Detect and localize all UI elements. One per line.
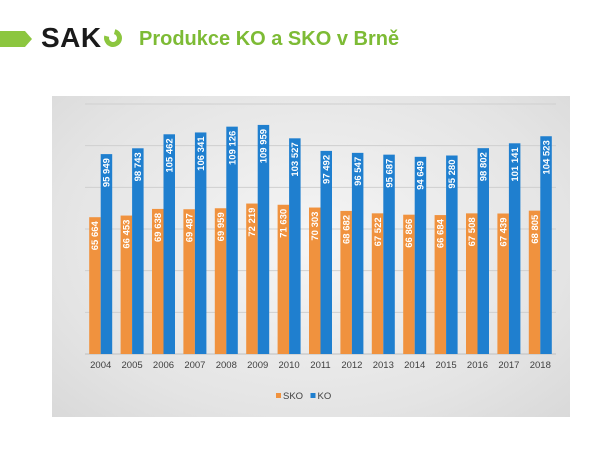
x-tick-label-2017: 2017 [498,360,519,371]
ko-value-label-2009: 109 959 [259,129,270,163]
ko-value-label-2016: 98 802 [479,152,490,181]
x-tick-label-2018: 2018 [530,360,551,371]
sko-bar-2009 [246,203,258,354]
x-tick-label-2006: 2006 [153,360,174,371]
x-tick-label-2010: 2010 [279,360,300,371]
x-tick-label-2007: 2007 [184,360,205,371]
x-tick-label-2012: 2012 [341,360,362,371]
green-arrow-decoration [0,31,32,47]
legend-swatch-ko [310,393,316,398]
ko-bar-2013 [383,154,395,354]
ko-bar-2004 [100,154,113,354]
ko-value-label-2004: 95 949 [102,158,113,187]
x-tick-label-2013: 2013 [373,360,394,371]
legend-label-sko: SKO [283,391,303,402]
sko-bar-2016 [466,213,478,354]
sko-value-label-2010: 71 630 [279,209,290,238]
sako-logo: SAK [41,22,125,53]
sko-bar-2014 [403,214,415,354]
x-axis-tick-labels: 2004 2005 2006 2007 2008 2009 2010 2011 2012 2013… [90,360,551,371]
sko-value-label-2006: 69 638 [153,213,164,242]
x-tick-label-2016: 2016 [467,360,488,371]
bars: 65 664 95 949 66 453 98 743 69 638 105 462 69 … [89,124,552,354]
ko-bar-2007 [194,132,207,354]
ko-value-label-2015: 95 280 [447,160,458,189]
sko-bar-2017 [497,213,509,354]
ko-value-label-2010: 103 527 [290,142,301,176]
sko-bar-2005 [120,215,133,354]
legend-label-ko: KO [318,391,332,402]
sko-bar-2015 [434,215,447,354]
ko-value-label-2006: 105 462 [165,138,176,172]
ko-bar-2005 [132,148,144,354]
chart-legend: SKO KO [276,391,331,402]
ko-bar-2014 [414,156,427,354]
ko-value-label-2018: 104 523 [541,140,552,174]
ko-value-label-2014: 94 649 [416,161,427,190]
sko-value-label-2012: 68 682 [341,215,352,244]
x-tick-label-2011: 2011 [310,360,330,371]
sko-value-label-2017: 67 439 [498,218,509,247]
slide-header: SAK Produkce KO a SKO v Brně [0,0,604,70]
sko-bar-2008 [214,208,227,354]
sko-bar-2013 [371,213,384,354]
ko-bar-2018 [540,136,552,354]
x-tick-label-2004: 2004 [90,360,111,371]
ko-bar-2017 [508,143,521,354]
logo-text: SAK [41,22,102,53]
x-tick-label-2005: 2005 [122,360,143,371]
logo-ring-icon [100,25,125,51]
ko-bar-2012 [351,152,364,354]
sko-value-label-2008: 69 959 [216,212,227,241]
ko-value-label-2005: 98 743 [133,152,144,181]
ko-bar-2015 [446,155,458,354]
sko-bar-2018 [528,210,541,354]
sko-value-label-2018: 68 805 [530,214,541,244]
ko-bar-2011 [320,150,332,354]
sko-bar-2006 [152,208,164,354]
sko-value-label-2009: 72 219 [247,208,258,237]
ko-value-label-2012: 96 547 [353,157,364,186]
sko-bar-2012 [340,210,352,354]
ko-value-label-2017: 101 141 [510,147,521,182]
sko-value-label-2016: 67 508 [467,217,478,246]
sko-bar-2011 [309,207,321,354]
sko-value-label-2007: 69 487 [184,213,195,242]
ko-bar-2016 [477,148,489,354]
sko-value-label-2004: 65 664 [90,220,101,250]
x-tick-label-2014: 2014 [404,360,425,371]
ko-value-label-2013: 95 687 [384,159,395,188]
sko-value-label-2013: 67 522 [373,217,384,246]
ko-value-label-2011: 97 492 [322,155,333,184]
sko-value-label-2014: 66 866 [404,219,415,248]
legend-swatch-sko [276,393,281,398]
bar-chart: 65 664 95 949 66 453 98 743 69 638 105 462 69 … [85,103,556,402]
ko-bar-2006 [163,134,175,354]
x-tick-label-2009: 2009 [247,360,268,371]
x-tick-label-2015: 2015 [436,360,457,371]
sko-bar-2010 [277,204,290,354]
sko-value-label-2015: 66 684 [436,218,447,248]
ko-value-label-2007: 106 341 [196,136,207,171]
ko-bar-2008 [226,126,238,354]
chart-area: 65 664 95 949 66 453 98 743 69 638 105 462 69 … [52,96,570,417]
sko-bar-2007 [183,209,195,354]
page-title: Produkce KO a SKO v Brně [139,28,400,50]
sko-value-label-2005: 66 453 [122,220,133,249]
ko-bar-2009 [257,124,270,354]
x-tick-label-2008: 2008 [216,360,237,371]
sko-bar-2004 [89,217,101,354]
sko-value-label-2011: 70 303 [310,212,321,241]
ko-bar-2010 [289,138,301,354]
ko-value-label-2008: 109 126 [227,131,238,165]
